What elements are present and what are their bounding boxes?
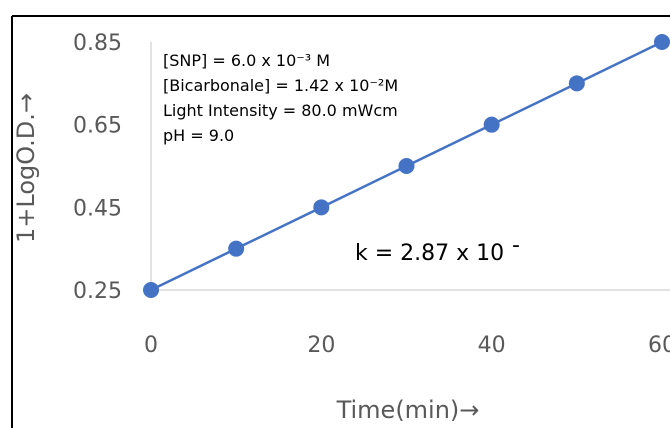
y-axis-title: 1+LogO.D.→ — [12, 93, 40, 243]
annotation-line: pH = 9.0 — [163, 126, 234, 145]
annotation-line: [SNP] = 6.0 x 10⁻³ M — [163, 51, 330, 70]
rate-constant-label: k = 2.87 x 10 - — [355, 233, 520, 266]
series-layer — [143, 34, 670, 298]
rate-constant-exponent: - — [512, 233, 520, 258]
x-tick-labels: 0 20 40 60 — [144, 333, 670, 358]
data-point — [398, 158, 415, 174]
x-tick-label: 0 — [144, 333, 158, 358]
x-tick-label: 60 — [648, 333, 670, 358]
annotation-line: Light Intensity = 80.0 mWcm — [163, 101, 398, 120]
condition-annotations: [SNP] = 6.0 x 10⁻³ M [Bicarbonale] = 1.42… — [163, 51, 398, 145]
data-point — [228, 240, 245, 257]
y-tick-label: 0.45 — [73, 196, 122, 221]
y-tick-labels: 0.25 0.45 0.65 0.85 — [73, 31, 122, 304]
x-axis-title: Time(min)→ — [336, 396, 480, 424]
data-point — [568, 75, 585, 92]
data-point — [313, 199, 330, 216]
y-tick-label: 0.25 — [73, 279, 122, 304]
y-tick-label: 0.85 — [73, 31, 122, 56]
data-point — [143, 282, 159, 298]
data-point — [654, 34, 670, 50]
annotation-line: [Bicarbonale] = 1.42 x 10⁻²M — [163, 76, 398, 95]
x-tick-label: 40 — [478, 333, 506, 358]
x-tick-label: 20 — [307, 333, 335, 358]
y-tick-label: 0.65 — [73, 114, 122, 139]
data-point — [483, 116, 500, 133]
rate-constant-text: k = 2.87 x 10 — [355, 241, 504, 266]
